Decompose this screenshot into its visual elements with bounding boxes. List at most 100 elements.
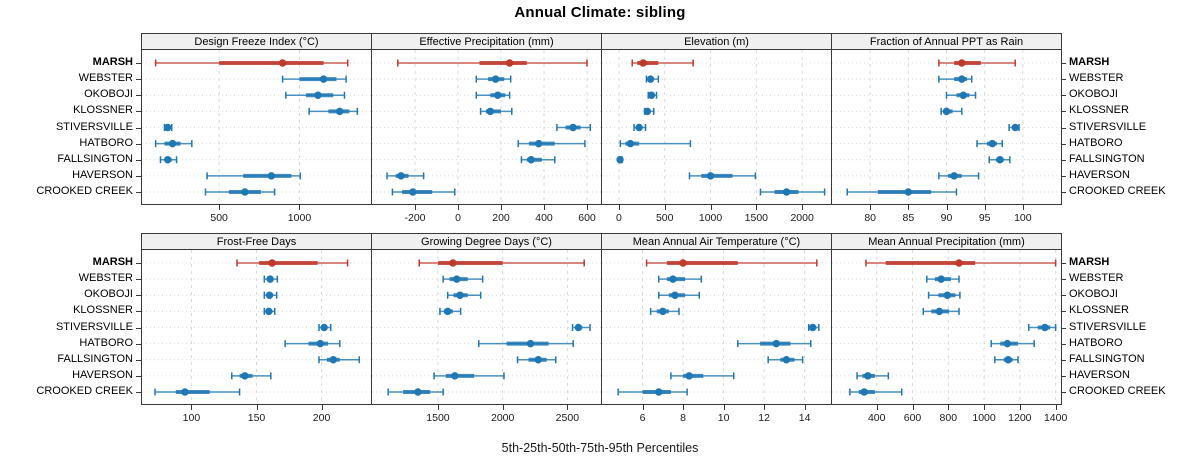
median-dot	[534, 139, 543, 148]
y-tick-right	[1061, 111, 1066, 113]
median-dot	[335, 107, 344, 116]
y-tick-left	[136, 95, 141, 97]
x-tick	[908, 205, 910, 210]
y-tick-right	[1061, 375, 1066, 377]
median-dot	[486, 107, 494, 116]
series-okoboji	[927, 291, 961, 299]
site-label-right-okoboji: OKOBOJI	[1069, 288, 1118, 301]
series-webster	[442, 275, 484, 283]
series-okoboji	[285, 91, 346, 99]
y-tick-left	[136, 127, 141, 129]
y-tick-left	[136, 311, 141, 313]
x-tick-label: 1000	[287, 212, 312, 224]
site-label-left-stiversville: STIVERSVILLE	[55, 120, 133, 133]
series-crooked-creek	[849, 388, 903, 396]
site-label-right-webster: WEBSTER	[1069, 272, 1124, 285]
series-marsh	[418, 259, 585, 267]
site-label-right-marsh: MARSH	[1069, 56, 1110, 68]
series-crooked-creek	[391, 188, 456, 196]
site-label-left-fallsington: FALLSINGTON	[57, 152, 133, 165]
median-dot	[1004, 356, 1012, 364]
series-stiversville	[1028, 323, 1057, 332]
y-tick-right	[1061, 95, 1066, 97]
y-tick-right	[1061, 159, 1066, 161]
series-okoboji	[647, 91, 658, 99]
x-tick	[256, 405, 258, 410]
x-tick-label: 12	[758, 412, 770, 424]
site-label-right-stiversville: STIVERSVILLE	[1069, 320, 1147, 333]
median-dot	[864, 372, 872, 380]
x-tick-label: 100	[182, 412, 201, 424]
y-tick-left	[136, 159, 141, 161]
median-dot	[168, 139, 177, 148]
series-haverson	[938, 172, 980, 180]
median-dot	[646, 75, 655, 83]
median-dot	[314, 91, 322, 99]
panel-canvas-mean-annual-precipitation-mm-	[832, 250, 1061, 403]
site-label-left-hatboro: HATBORO	[79, 136, 133, 149]
series-marsh	[865, 259, 1057, 267]
x-tick-label: 1400	[1043, 412, 1068, 424]
median-dot	[241, 372, 249, 380]
site-label-left-haverson: HAVERSON	[72, 368, 133, 381]
x-tick-label: 1000	[698, 212, 723, 224]
y-tick-left	[136, 359, 141, 361]
x-tick	[710, 205, 712, 210]
series-haverson	[386, 172, 425, 180]
series-stiversville	[633, 123, 647, 132]
series-okoboji	[446, 291, 482, 299]
x-tick-label: 1000	[972, 412, 996, 424]
x-tick-label: 1500	[426, 412, 450, 424]
x-tick	[1022, 205, 1024, 210]
y-tick-right	[1061, 63, 1066, 64]
site-label-left-crooked-creek: CROOKED CREEK	[36, 385, 133, 397]
y-tick-left	[136, 192, 141, 193]
x-tick-label: 10	[717, 412, 730, 424]
panel-canvas-effective-precipitation-mm-	[372, 50, 601, 203]
median-dot	[449, 259, 457, 267]
y-tick-left	[136, 79, 141, 81]
site-label-left-haverson: HAVERSON	[72, 168, 133, 181]
x-tick-label: 100	[1014, 212, 1032, 224]
median-dot	[1011, 123, 1019, 132]
site-label-left-stiversville: STIVERSVILLE	[55, 320, 133, 333]
x-tick-label: -200	[404, 212, 426, 224]
panel-strip-fraction-of-annual-ppt-as-rain: Fraction of Annual PPT as Rain	[831, 33, 1062, 50]
y-tick-right	[1061, 127, 1066, 129]
x-tick-label: 85	[902, 212, 915, 224]
median-dot	[494, 91, 502, 99]
series-crooked-creek	[846, 188, 958, 196]
x-tick	[458, 205, 459, 210]
median-dot	[316, 339, 324, 348]
site-label-right-fallsington: FALLSINGTON	[1069, 152, 1145, 165]
median-dot	[241, 188, 249, 196]
x-tick-label: 95	[978, 212, 991, 224]
median-dot	[164, 123, 172, 132]
series-fallsington	[988, 156, 1011, 164]
median-dot	[935, 307, 944, 316]
x-tick-label: 500	[210, 212, 228, 224]
x-tick-label: 2000	[790, 212, 814, 224]
x-tick-label: 2000	[490, 412, 515, 424]
x-tick-label: 0	[455, 212, 461, 224]
panel-design-freeze-index-c-	[141, 50, 372, 205]
median-dot	[958, 75, 966, 83]
panel-elevation-m-	[601, 50, 832, 205]
x-tick	[683, 405, 685, 410]
x-tick	[802, 205, 804, 210]
figure-title: Annual Climate: sibling	[514, 4, 686, 21]
x-tick-label: 80	[864, 212, 876, 224]
median-dot	[943, 291, 952, 299]
y-tick-right	[1061, 263, 1066, 264]
x-tick	[642, 405, 644, 410]
x-tick	[984, 405, 986, 410]
series-fallsington	[516, 356, 557, 364]
series-haverson	[688, 172, 757, 180]
x-tick	[415, 205, 416, 210]
panel-strip-effective-precipitation-mm-: Effective Precipitation (mm)	[371, 33, 602, 50]
series-webster	[281, 75, 347, 83]
median-dot	[643, 107, 652, 116]
panel-canvas-growing-degree-days-c-	[372, 250, 601, 403]
panel-fraction-of-annual-ppt-as-rain	[831, 50, 1062, 205]
